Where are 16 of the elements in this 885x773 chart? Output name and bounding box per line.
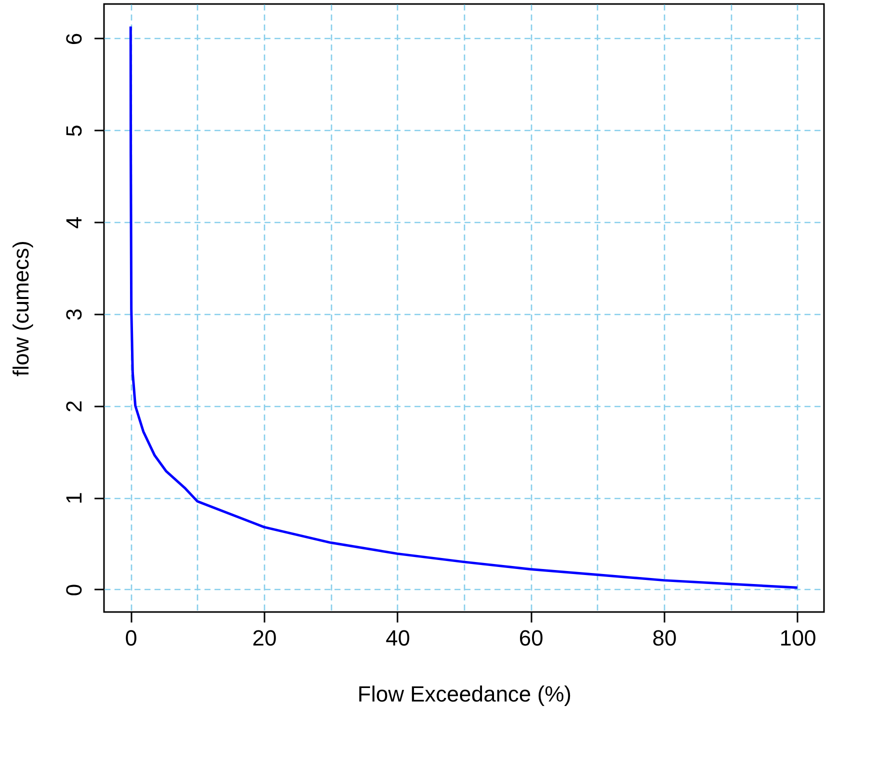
y-tick-label: 3 — [62, 308, 86, 321]
y-tick-label: 0 — [62, 584, 86, 596]
y-tick-label: 2 — [62, 400, 86, 412]
x-tick-label: 80 — [652, 626, 677, 650]
x-tick-label: 0 — [125, 626, 138, 650]
x-tick-label: 20 — [252, 626, 277, 650]
x-tick-label: 60 — [518, 626, 544, 650]
x-tick-label: 40 — [386, 626, 410, 650]
y-axis-title: flow (cumecs) — [8, 240, 34, 376]
y-tick-label: 5 — [62, 124, 86, 137]
y-tick-label: 1 — [62, 492, 86, 504]
y-tick-label: 6 — [62, 32, 86, 46]
x-axis-title: Flow Exceedance (%) — [358, 682, 572, 706]
line-series — [129, 25, 799, 589]
x-tick-label: 100 — [779, 626, 816, 650]
y-tick-label: 4 — [62, 216, 86, 229]
